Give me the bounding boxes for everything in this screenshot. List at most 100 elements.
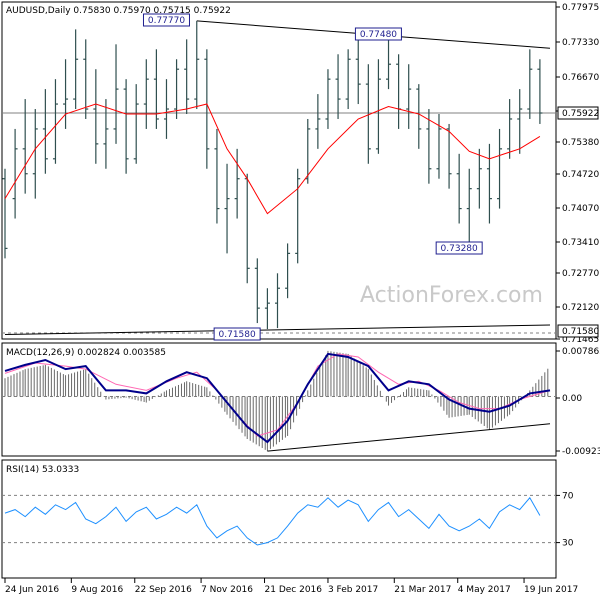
price-y-tick-label: 0.74720: [562, 170, 599, 180]
ohlc-bar: [153, 49, 159, 129]
ohlc-bar: [315, 94, 321, 149]
annotation-low-2-box: [435, 241, 483, 255]
watermark: ActionForex.com: [360, 283, 543, 308]
ohlc-bar: [73, 29, 79, 110]
macd-line: [4, 352, 551, 444]
ohlc-bar: [184, 39, 190, 115]
ohlc-bar: [406, 64, 412, 129]
ohlc-bar: [42, 89, 48, 174]
ohlc-bar: [52, 79, 58, 164]
x-tick-label: 21 Dec 2016: [265, 585, 323, 595]
price-pane: 0.77770 0.77480 0.73280 0.71580 0.77975 0.77…: [1, 1, 599, 345]
ohlc-bar: [527, 49, 533, 119]
ohlc-bar: [325, 69, 331, 129]
ohlc-bar: [497, 128, 503, 209]
ohlc-bar: [335, 54, 341, 119]
ohlc-bar: [375, 59, 381, 154]
annotation-high-1: 0.77770: [148, 16, 185, 26]
ohlc-bar: [83, 39, 89, 119]
ohlc-bar: [416, 84, 422, 149]
ohlc-bar: [275, 273, 280, 329]
price-y-tick-label: 0.72770: [562, 269, 599, 279]
ohlc-bar: [345, 49, 351, 110]
ohlc-bar: [436, 114, 442, 179]
price-pane-frame: [1, 1, 557, 340]
rsi-y-axis: 70 30: [556, 491, 574, 549]
price-y-axis: 0.779750.773300.766700.760200.753800.747…: [556, 3, 599, 345]
ohlc-bar: [426, 109, 432, 184]
ohlc-bar: [163, 79, 169, 139]
x-tick-label: 7 Nov 2016: [201, 585, 253, 595]
ohlc-bar: [123, 79, 129, 174]
ohlc-bar: [355, 39, 361, 105]
rsi-title: RSI(14) 53.0333: [6, 465, 79, 475]
price-y-tick-label: 0.73410: [562, 238, 599, 248]
ohlc-bar: [456, 153, 462, 224]
price-trendline-1: [4, 324, 551, 336]
ohlc-bar: [476, 148, 482, 209]
ohlc-bar: [264, 288, 270, 330]
ohlc-bar: [93, 69, 99, 164]
annotation-low-2: 0.73280: [441, 244, 478, 254]
price-y-tick-label: 0.72120: [562, 303, 599, 313]
ohlc-bar: [295, 168, 301, 264]
macd-pane-frame: [1, 342, 557, 457]
ohlc-bar: [174, 59, 180, 119]
ohlc-bar: [143, 59, 149, 129]
macd-marks: [2, 350, 556, 452]
ohlc-bar: [285, 243, 291, 299]
price-title: AUDUSD,Daily 0.75830 0.75970 0.75715 0.7…: [6, 6, 231, 16]
ohlc-bar: [63, 59, 69, 129]
x-tick-label: 24 Jun 2016: [5, 585, 59, 595]
macd-y-tick-label: -0.00923: [562, 447, 600, 457]
x-tick-label: 19 Jun 2017: [524, 585, 578, 595]
price-y-tick-label: 0.74070: [562, 204, 599, 214]
annotation-high-2-box: [354, 27, 402, 41]
ohlc-bar: [133, 84, 139, 164]
ohlc-bar: [446, 123, 452, 189]
last-price-box: [557, 106, 599, 120]
moving-average-line: [4, 103, 541, 215]
x-axis: 24 Jun 2016 9 Aug 2016 22 Sep 2016 7 Nov 20…: [4, 578, 578, 595]
price-y-tick-label: 0.71465: [562, 335, 599, 345]
last-price-label: 0.75922: [562, 109, 599, 119]
annotation-low-1-box: [213, 327, 261, 341]
ohlc-bar: [204, 49, 210, 169]
ohlc-bar: [507, 99, 513, 159]
ohlc-bar: [486, 143, 492, 224]
ohlc-bar: [103, 99, 109, 169]
price-y-tick-label: 0.75380: [562, 138, 599, 148]
ohlc-bar: [32, 109, 38, 199]
ohlc-bar: [386, 35, 392, 90]
price-marks: 0.77770 0.77480 0.73280 0.71580: [2, 13, 556, 341]
x-tick-label: 21 Mar 2017: [394, 585, 451, 595]
annotation-low-1: 0.71580: [219, 330, 256, 340]
ohlc-bar: [2, 168, 8, 259]
ohlc-bar: [466, 168, 472, 245]
x-tick-label: 3 Feb 2017: [328, 585, 378, 595]
macd-pane: 0.007865 0.00 -0.00923 MACD(12,26,9) 0.002…: [1, 342, 600, 457]
ohlc-bar: [113, 44, 119, 144]
ohlc-bar: [517, 89, 523, 154]
rsi-pane: 70 30 RSI(14) 53.0333: [1, 459, 574, 579]
level-label-right: 0.71580: [562, 327, 599, 337]
macd-title: MACD(12,26,9) 0.002824 0.003585: [6, 348, 166, 358]
ohlc-bar: [224, 163, 230, 254]
annotation-high-1-box: [142, 13, 190, 27]
rsi-line: [4, 496, 541, 546]
macd-y-tick-label: 0.00: [562, 394, 582, 404]
x-tick-label: 4 May 2017: [458, 585, 511, 595]
x-tick-label: 9 Aug 2016: [71, 585, 123, 595]
price-y-tick-label: 0.76670: [562, 73, 599, 83]
ohlc-bar: [214, 128, 220, 224]
rsi-y-tick-label: 70: [562, 491, 574, 501]
ohlc-bar: [254, 258, 260, 324]
ohlc-bar: [365, 64, 371, 164]
price-y-tick-label: 0.77330: [562, 38, 599, 48]
macd-y-axis: 0.007865 0.00 -0.00923: [556, 347, 600, 457]
rsi-pane-frame: [1, 459, 557, 579]
ohlc-bar: [194, 20, 200, 110]
macd-y-tick-label: 0.007865: [562, 347, 600, 357]
